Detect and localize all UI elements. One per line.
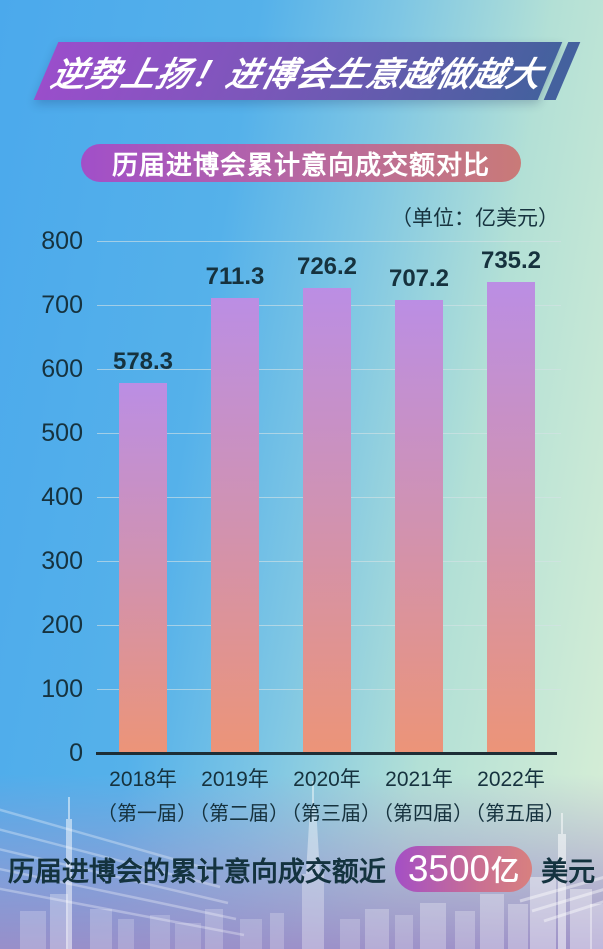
y-tick-label: 400 [41, 483, 83, 511]
summary-text-before: 历届进博会的累计意向成交额近 [7, 856, 386, 887]
bars-row: 578.3 711.3 726.2 707.2 735.2 [97, 241, 557, 753]
city-skyline-graphic [0, 781, 603, 949]
x-axis-line [96, 752, 557, 755]
y-tick-label: 100 [41, 675, 83, 703]
x-axis-labels: 2018年 （第一届） 2019年 （第二届） 2020年 （第三届） 2021年 （第四届）… [97, 763, 565, 826]
bar [487, 282, 535, 753]
bar-cell: 578.3 [97, 241, 189, 753]
chart-subtitle: 历届进博会累计意向成交额对比 [111, 149, 490, 180]
bar-value-label: 711.3 [205, 262, 265, 290]
y-axis: 0 100 200 300 400 500 600 700 800 [20, 227, 83, 767]
bar-cell: 735.2 [465, 241, 557, 753]
bar-value-label: 578.3 [112, 347, 174, 375]
x-tick-session: （第五届） [465, 803, 565, 825]
bar [211, 297, 259, 753]
x-tick-session: （第三届） [281, 803, 381, 825]
title-banner: 逆势上扬！进博会生意越做越大 [33, 42, 563, 100]
summary-line: 历届进博会的累计意向成交额近 3500 亿 美元 [0, 846, 603, 892]
chart-subtitle-pill: 历届进博会累计意向成交额对比 [81, 144, 521, 182]
summary-highlight-unit: 亿 [491, 855, 520, 886]
bar-cell: 726.2 [281, 241, 373, 753]
x-tick-year: 2020年 [293, 768, 361, 791]
bar-cell: 707.2 [373, 241, 465, 753]
summary-text-after: 美元 [541, 856, 596, 887]
bar [303, 288, 351, 753]
y-tick-label: 600 [41, 355, 83, 383]
y-tick-label: 800 [41, 227, 83, 255]
x-tick-session: （第二届） [189, 803, 289, 825]
summary-highlight-pill: 3500 亿 [394, 846, 533, 892]
bar-chart: 578.3 711.3 726.2 707.2 735.2 [96, 241, 561, 755]
bar [119, 382, 167, 753]
x-tick-year: 2021年 [385, 768, 453, 791]
x-tick-year: 2022年 [477, 768, 545, 791]
x-tick-label: 2019年 （第二届） [189, 763, 289, 826]
bar-value-label: 707.2 [388, 265, 450, 293]
y-tick-label: 200 [41, 611, 83, 639]
bar-value-label: 726.2 [296, 253, 358, 281]
x-tick-label: 2020年 （第三届） [281, 763, 381, 826]
x-tick-session: （第四届） [373, 803, 473, 825]
y-tick-label: 0 [69, 739, 83, 767]
x-tick-label: 2018年 （第一届） [97, 763, 197, 826]
bar-value-label: 735.2 [480, 247, 542, 275]
gridline [97, 241, 561, 242]
x-tick-label: 2021年 （第四届） [373, 763, 473, 826]
x-tick-year: 2018年 [109, 768, 177, 791]
x-tick-label: 2022年 （第五届） [465, 763, 565, 826]
bar-cell: 711.3 [189, 241, 281, 753]
x-tick-year: 2019年 [201, 768, 269, 791]
x-tick-session: （第一届） [97, 803, 197, 825]
y-tick-label: 700 [41, 291, 83, 319]
y-tick-label: 500 [41, 419, 83, 447]
bar [395, 300, 443, 753]
summary-highlight-number: 3500 [407, 848, 491, 889]
y-tick-label: 300 [41, 547, 83, 575]
unit-label: （单位：亿美元） [391, 207, 559, 230]
page-title: 逆势上扬！进博会生意越做越大 [47, 55, 547, 94]
bridge-rays-left [0, 808, 245, 937]
buildings [20, 781, 603, 949]
